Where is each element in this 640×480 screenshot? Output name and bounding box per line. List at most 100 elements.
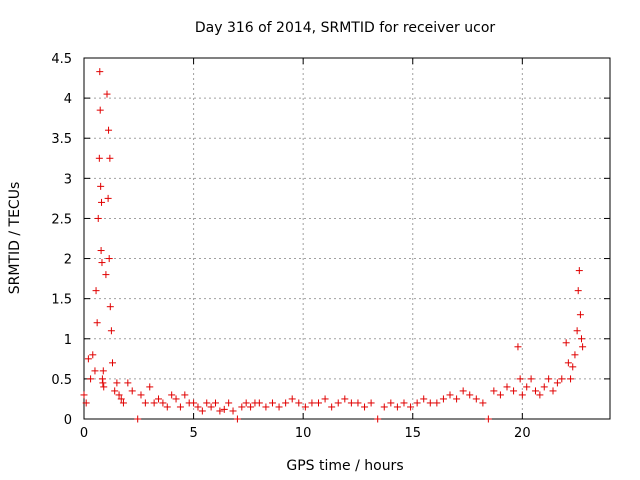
data-point <box>87 375 95 383</box>
y-tick-label: 1.5 <box>51 293 72 308</box>
x-tick-label: 10 <box>295 426 312 441</box>
data-point <box>98 198 106 206</box>
data-point <box>553 379 561 387</box>
data-point <box>490 387 498 395</box>
data-point <box>466 391 474 399</box>
data-point <box>400 399 408 407</box>
data-point <box>516 375 524 383</box>
x-axis-label: GPS time / hours <box>286 458 403 474</box>
data-point <box>137 391 145 399</box>
data-point <box>347 399 355 407</box>
data-point <box>207 403 215 411</box>
y-tick-label: 1 <box>64 333 72 348</box>
data-point <box>229 407 237 415</box>
data-point <box>472 395 480 403</box>
data-point <box>540 383 548 391</box>
data-point <box>496 391 504 399</box>
data-point <box>484 415 492 423</box>
data-point <box>564 359 572 367</box>
data-point <box>262 403 270 411</box>
data-point <box>387 399 395 407</box>
data-point <box>107 327 115 335</box>
data-point <box>479 399 487 407</box>
data-point <box>334 399 342 407</box>
y-axis-label: SRMTID / TECUs <box>7 182 23 295</box>
data-point <box>100 383 108 391</box>
data-point <box>354 399 362 407</box>
data-point <box>82 399 90 407</box>
x-tick-label: 15 <box>404 426 421 441</box>
data-point <box>301 403 309 411</box>
data-point <box>216 407 224 415</box>
y-tick-label: 3 <box>64 172 72 187</box>
data-point <box>98 259 106 267</box>
data-point <box>341 395 349 403</box>
plot-frame <box>83 57 611 420</box>
y-tick-labels: 0 0.5 1 1.5 2 2.5 3 3.5 4 4.5 <box>51 52 72 428</box>
data-point <box>503 383 511 391</box>
data-point <box>575 267 583 275</box>
data-point <box>527 375 535 383</box>
data-point <box>439 395 447 403</box>
data-point <box>212 399 219 407</box>
data-point <box>573 327 581 335</box>
data-point <box>97 247 105 255</box>
data-point <box>420 395 428 403</box>
data-point <box>238 403 246 411</box>
data-point <box>115 391 123 399</box>
data-point <box>99 379 107 387</box>
data-point <box>453 395 461 403</box>
data-point <box>146 383 154 391</box>
data-point <box>106 154 114 162</box>
data-point <box>97 182 105 190</box>
data-point <box>242 399 250 407</box>
data-point <box>96 106 104 114</box>
data-point <box>268 399 276 407</box>
grid-lines <box>84 58 610 419</box>
data-point <box>579 343 587 351</box>
data-point <box>233 415 241 423</box>
y-tick-label: 4.5 <box>51 52 72 67</box>
y-tick-label: 2 <box>64 253 72 268</box>
data-point <box>128 387 136 395</box>
data-point <box>426 399 434 407</box>
data-point <box>198 407 206 415</box>
x-tick-label: 5 <box>189 426 197 441</box>
data-point <box>111 387 119 395</box>
data-point <box>102 271 110 279</box>
data-point <box>104 194 112 202</box>
data-point <box>545 375 553 383</box>
data-point <box>459 387 467 395</box>
data-point <box>225 399 233 407</box>
data-point <box>576 311 584 319</box>
data-point <box>119 399 127 407</box>
data-point <box>578 335 586 343</box>
data-point <box>190 399 198 407</box>
data-point <box>94 214 102 222</box>
data-point <box>295 399 303 407</box>
chart-title: Day 316 of 2014, SRMTID for receiver uco… <box>195 20 496 36</box>
data-point <box>155 395 163 403</box>
data-point <box>194 403 202 411</box>
data-point <box>282 399 290 407</box>
data-point <box>80 391 88 399</box>
data-point <box>203 399 211 407</box>
data-point <box>247 403 255 411</box>
data-point <box>93 319 101 327</box>
data-point <box>308 399 316 407</box>
data-point <box>374 415 382 423</box>
data-point <box>407 403 415 411</box>
data-points <box>80 68 587 423</box>
data-point <box>574 287 582 295</box>
data-point <box>168 391 176 399</box>
axis-ticks <box>83 57 610 420</box>
data-point <box>571 351 579 359</box>
y-tick-label: 3.5 <box>51 132 72 147</box>
data-point <box>113 379 121 387</box>
data-point <box>220 405 228 413</box>
data-point <box>558 375 566 383</box>
data-point <box>328 403 336 411</box>
data-point <box>91 367 99 375</box>
data-point <box>141 399 149 407</box>
